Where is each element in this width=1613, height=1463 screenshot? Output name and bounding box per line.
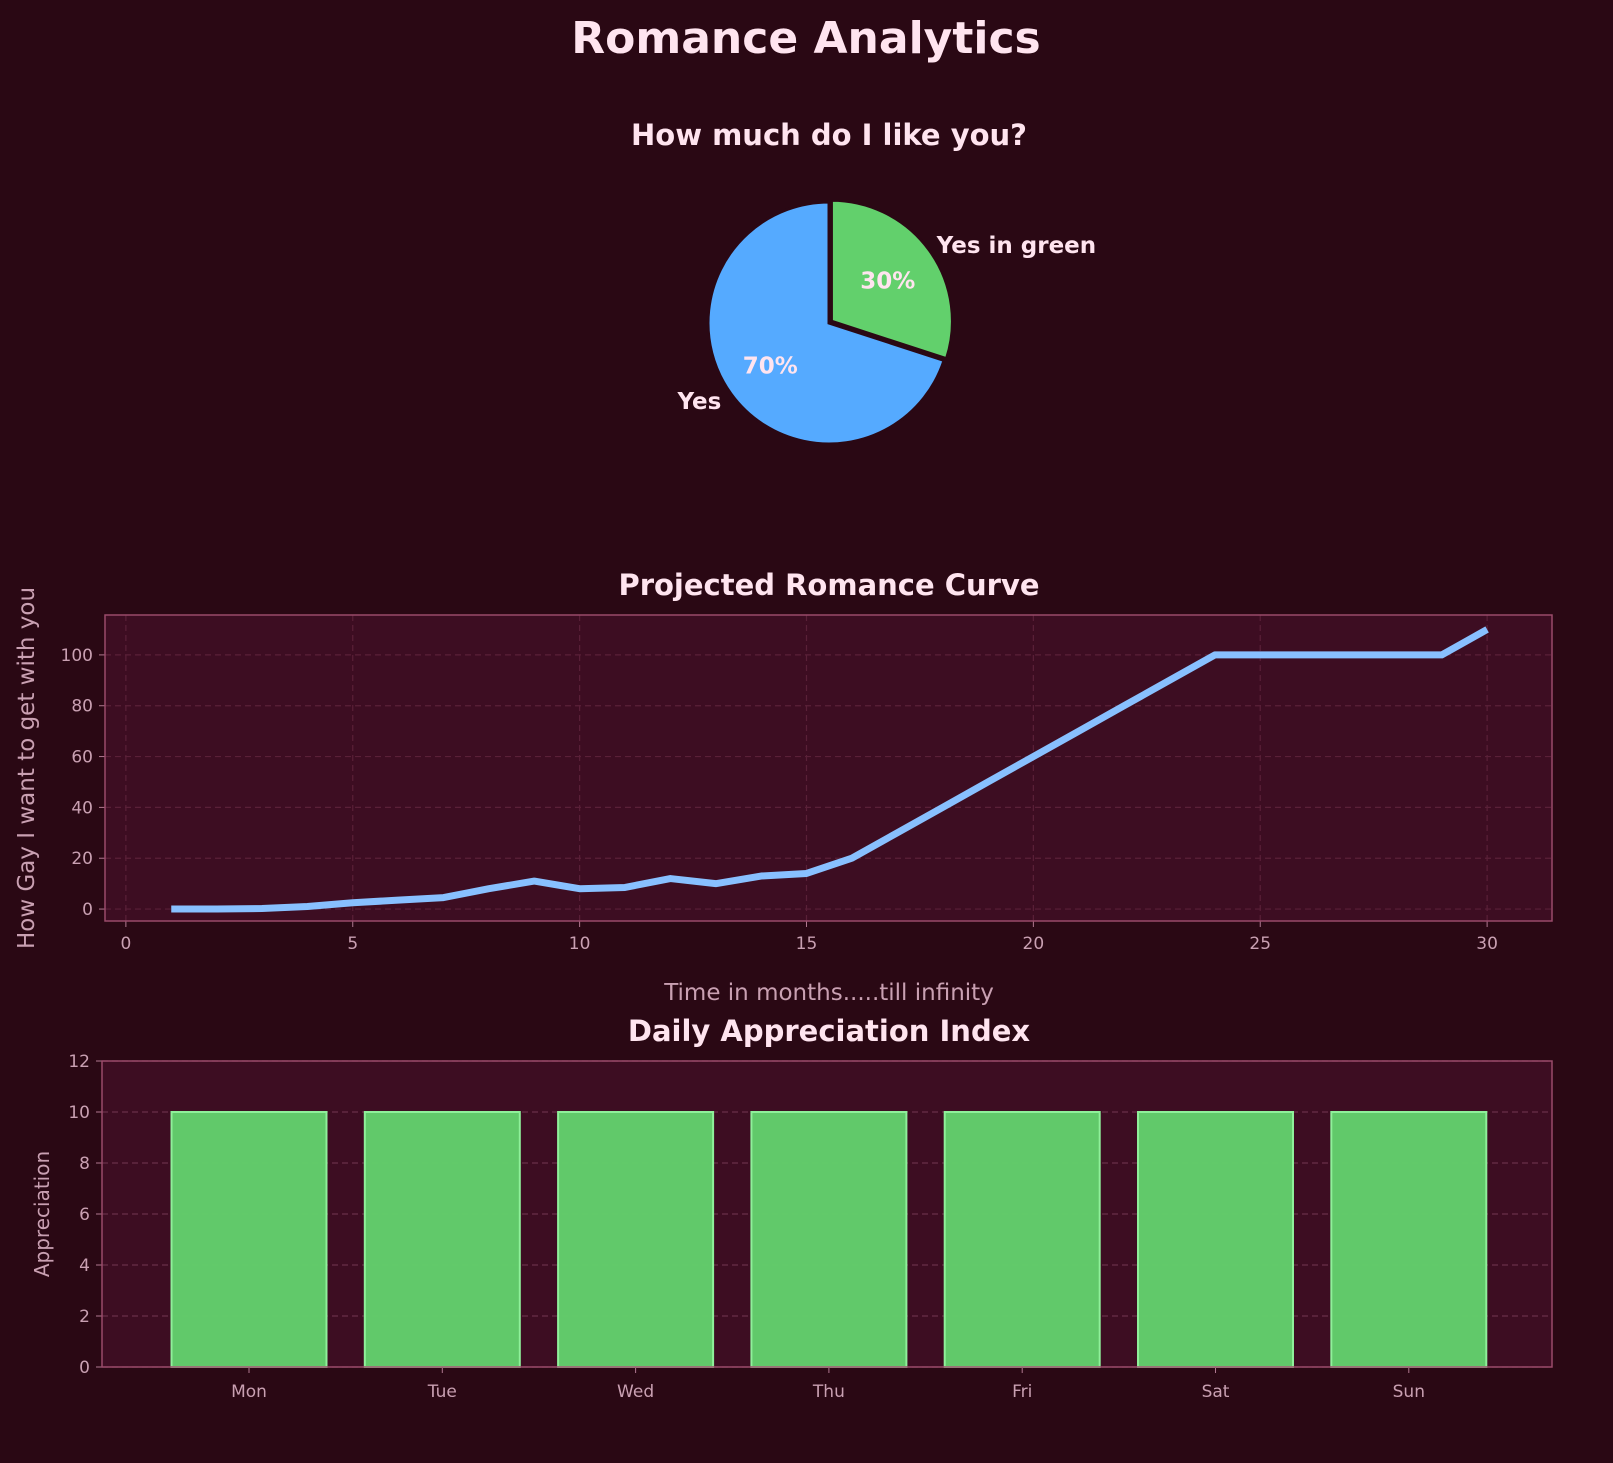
x-tick-label: 15 (796, 934, 818, 954)
y-axis-label: How Gay I want to get with you (14, 587, 40, 949)
y-tick-label: 12 (68, 1052, 90, 1072)
y-tick-label: 2 (79, 1307, 90, 1327)
line-plot-frame (104, 614, 1553, 922)
x-tick-label: 10 (569, 934, 591, 954)
bar-sun (1330, 1111, 1488, 1368)
line-title: Projected Romance Curve (618, 568, 1039, 602)
x-tick-label: Sun (1393, 1382, 1425, 1402)
x-tick-label: 5 (347, 934, 358, 954)
y-tick-label: 8 (79, 1154, 90, 1174)
pie-label: Yes (676, 389, 721, 415)
y-tick-label: 0 (82, 900, 93, 920)
bar-thu (750, 1111, 908, 1368)
pie-slice-yes-in-green (829, 198, 954, 361)
y-tick-label: 40 (71, 798, 93, 818)
x-tick-label: Tue (427, 1382, 457, 1402)
y-tick-label: 0 (79, 1358, 90, 1378)
x-tick-label: 20 (1023, 934, 1045, 954)
y-tick-label: 20 (71, 849, 93, 869)
bar-wed (557, 1111, 715, 1368)
x-tick-label: Sat (1202, 1382, 1230, 1402)
pie-pct-label: 70% (743, 354, 798, 380)
bar-sat (1137, 1111, 1294, 1368)
pie-title: How much do I like you? (631, 118, 1027, 152)
line-chart: Projected Romance Curve 0 5 10 15 20 25 30 0 20 40… (14, 568, 1553, 1006)
bar-mon (170, 1111, 328, 1368)
pie-pct-label: 30% (860, 268, 915, 294)
y-tick-label: 6 (79, 1205, 90, 1225)
bar-title: Daily Appreciation Index (628, 1014, 1030, 1048)
y-tick-label: 100 (61, 646, 93, 666)
x-tick-label: 25 (1249, 934, 1271, 954)
y-tick-label: 4 (79, 1256, 90, 1276)
x-tick-label: Thu (812, 1382, 845, 1402)
figure-title: Romance Analytics (571, 13, 1040, 64)
x-tick-label: 0 (120, 934, 131, 954)
pie-slice-yes (706, 200, 946, 446)
y-tick-label: 60 (71, 748, 93, 768)
y-tick-label: 10 (68, 1103, 90, 1123)
x-axis-label: Time in months.....till infinity (663, 980, 994, 1006)
bar-tue (363, 1111, 521, 1368)
x-tick-label: Wed (617, 1382, 654, 1402)
bar-plot-frame (101, 1060, 1553, 1368)
pie-chart: How much do I like you? 70% Yes 30% Yes in g… (631, 118, 1096, 446)
x-tick-label: Fri (1012, 1382, 1032, 1402)
x-tick-label: Mon (231, 1382, 267, 1402)
line-plot-area (105, 615, 1552, 921)
y-axis-label: Appreciation (30, 1151, 54, 1277)
romance-curve-line (171, 626, 1489, 913)
bar-fri (943, 1111, 1101, 1368)
pie-label: Yes in green (936, 233, 1096, 259)
x-tick-label: 30 (1476, 934, 1498, 954)
y-tick-label: 80 (71, 697, 93, 717)
bar-chart: Daily Appreciation Index 0 2 4 6 8 10 12 Mon Tue W… (30, 1014, 1553, 1402)
